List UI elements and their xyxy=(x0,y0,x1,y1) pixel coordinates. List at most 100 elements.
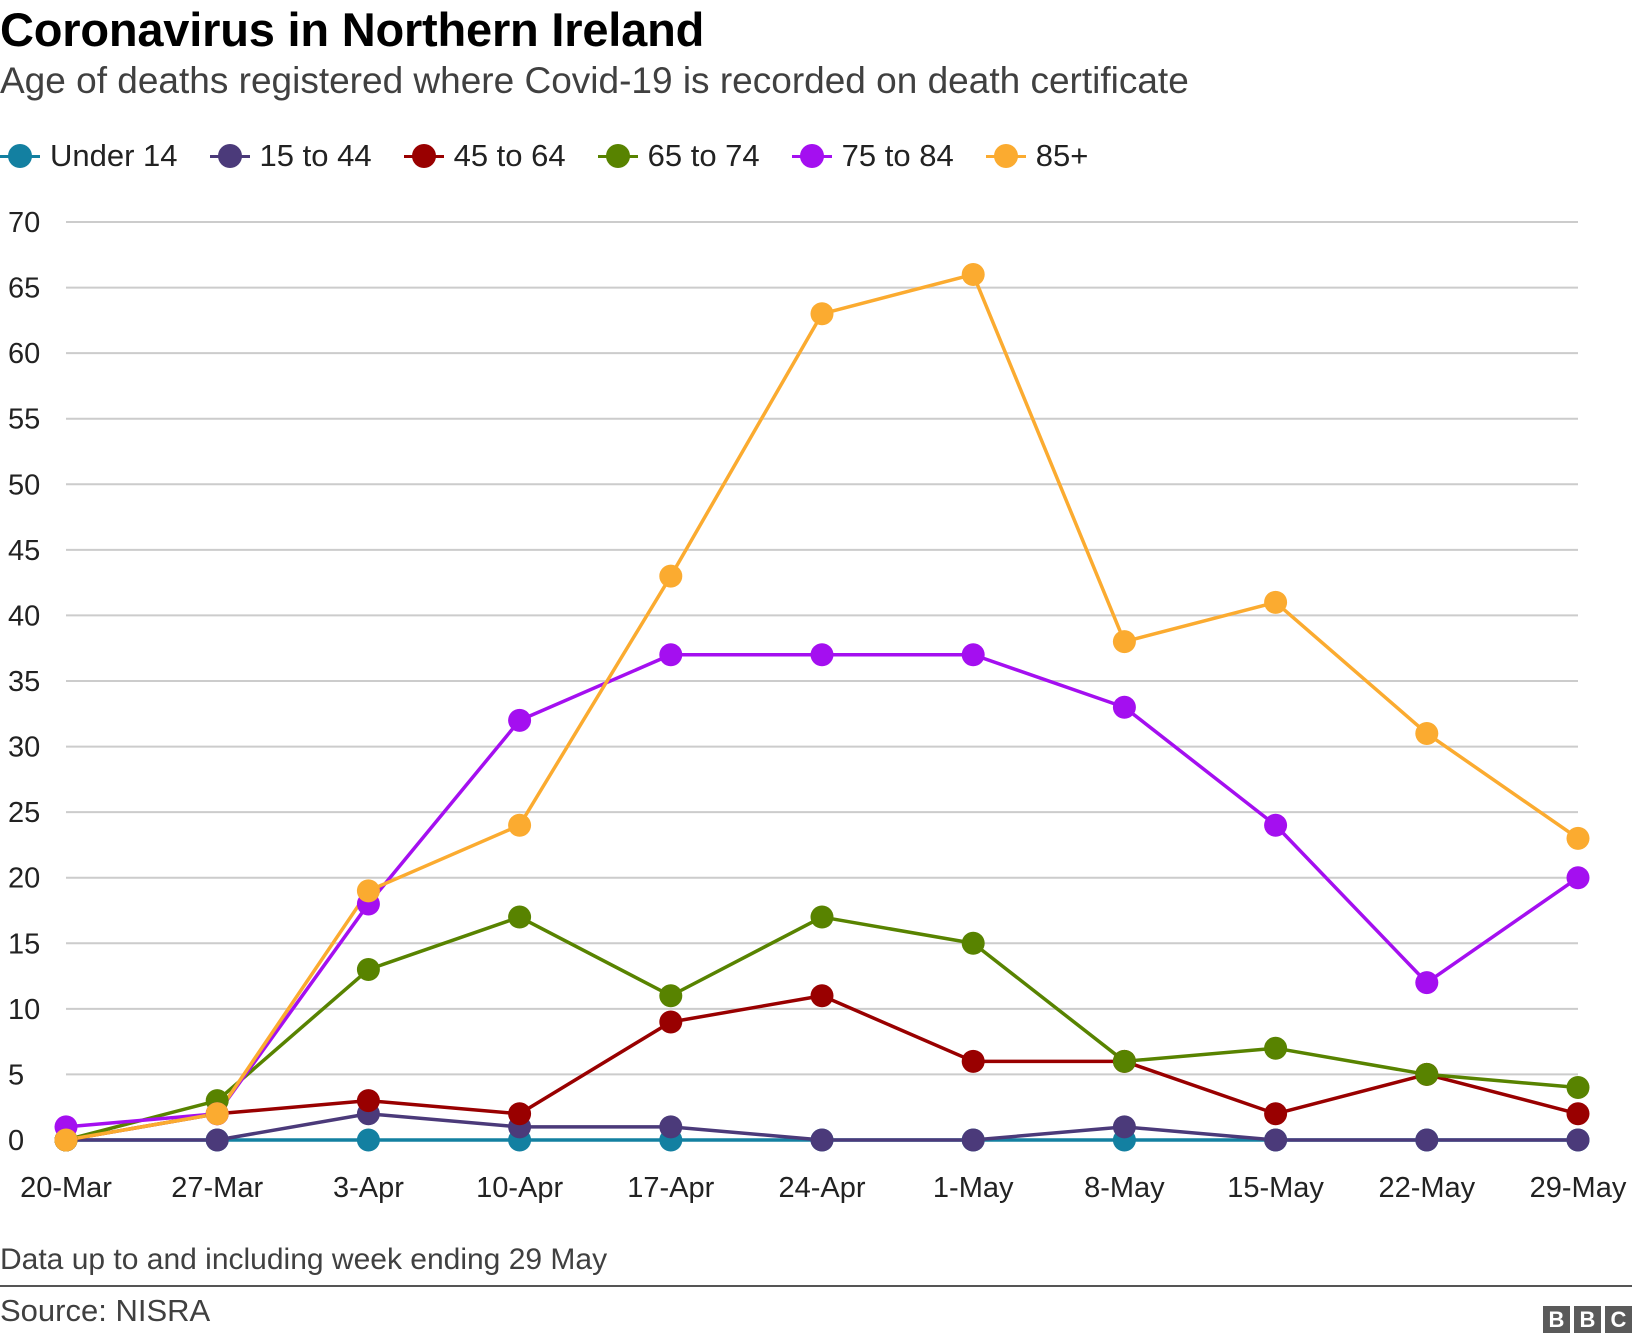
y-tick-label: 60 xyxy=(8,338,40,370)
data-point xyxy=(205,1102,229,1126)
y-tick-label: 5 xyxy=(8,1059,24,1091)
data-point xyxy=(810,302,834,326)
x-tick-label: 29-May xyxy=(1530,1172,1627,1204)
chart-note: Data up to and including week ending 29 … xyxy=(0,1243,608,1276)
y-tick-label: 0 xyxy=(8,1125,24,1157)
data-point xyxy=(1264,813,1288,837)
legend-item: 75 to 84 xyxy=(791,138,954,174)
data-point xyxy=(810,984,834,1008)
y-tick-label: 30 xyxy=(8,732,40,764)
data-point xyxy=(961,1049,985,1073)
legend-item: 15 to 44 xyxy=(209,138,372,174)
legend-label: 45 to 64 xyxy=(453,138,566,173)
legend-item: 65 to 74 xyxy=(597,138,760,174)
series-line xyxy=(65,653,1579,1129)
data-point xyxy=(1264,1036,1288,1060)
data-point xyxy=(810,905,834,929)
legend-label: 65 to 74 xyxy=(647,138,760,173)
data-point xyxy=(961,931,985,955)
x-tick-label: 17-Apr xyxy=(627,1172,714,1204)
y-tick-label: 15 xyxy=(8,928,40,960)
x-tick-label: 24-Apr xyxy=(778,1172,865,1204)
data-point xyxy=(810,1128,834,1152)
y-tick-label: 65 xyxy=(8,273,40,305)
data-point xyxy=(508,905,532,929)
y-tick-label: 20 xyxy=(8,863,40,895)
data-point xyxy=(1112,1115,1136,1139)
data-point xyxy=(1415,971,1439,995)
data-point xyxy=(810,643,834,667)
data-point xyxy=(508,708,532,732)
legend-label: 15 to 44 xyxy=(259,138,372,173)
data-point xyxy=(356,879,380,903)
data-point xyxy=(659,643,683,667)
x-tick-label: 27-Mar xyxy=(171,1172,263,1204)
bbc-logo-letter-2: B xyxy=(1574,1306,1601,1333)
data-point xyxy=(1566,1128,1590,1152)
chart-legend: Under 14 15 to 44 45 to 64 65 to 74 75 to 84… xyxy=(0,136,1120,176)
data-point xyxy=(205,1128,229,1152)
y-tick-label: 55 xyxy=(8,404,40,436)
data-point xyxy=(1112,1049,1136,1073)
legend-swatch xyxy=(791,141,832,171)
data-point xyxy=(54,1128,78,1152)
x-tick-label: 20-Mar xyxy=(20,1172,112,1204)
data-point xyxy=(961,643,985,667)
data-point xyxy=(1415,721,1439,745)
data-point xyxy=(1415,1128,1439,1152)
data-point xyxy=(1264,590,1288,614)
x-tick-label: 15-May xyxy=(1227,1172,1324,1204)
data-point xyxy=(1264,1128,1288,1152)
y-tick-label: 70 xyxy=(8,207,40,239)
chart-subtitle: Age of deaths registered where Covid-19 … xyxy=(0,60,1189,101)
x-tick-label: 3-Apr xyxy=(333,1172,404,1204)
chart-title: Coronavirus in Northern Ireland xyxy=(0,3,705,56)
data-point xyxy=(1566,1102,1590,1126)
legend-item: 85+ xyxy=(985,138,1089,174)
data-point xyxy=(356,958,380,982)
data-point xyxy=(508,1102,532,1126)
data-point xyxy=(1566,866,1590,890)
data-point xyxy=(1264,1102,1288,1126)
legend-swatch xyxy=(0,141,40,171)
data-point xyxy=(356,1089,380,1113)
bbc-logo-letter-3: C xyxy=(1605,1306,1632,1333)
bbc-logo: B B C xyxy=(1539,1306,1632,1333)
legend-label: 75 to 84 xyxy=(841,138,954,173)
data-point xyxy=(961,1128,985,1152)
data-point xyxy=(961,262,985,286)
y-tick-label: 35 xyxy=(8,666,40,698)
bbc-logo-letter-1: B xyxy=(1543,1306,1570,1333)
data-point xyxy=(659,984,683,1008)
x-tick-label: 8-May xyxy=(1084,1172,1165,1204)
data-point xyxy=(508,813,532,837)
legend-item: 45 to 64 xyxy=(403,138,566,174)
data-point xyxy=(1566,1076,1590,1100)
y-tick-label: 50 xyxy=(8,469,40,501)
series-line xyxy=(65,993,1579,1142)
legend-label: 85+ xyxy=(1035,138,1089,173)
data-point xyxy=(1112,695,1136,719)
data-point xyxy=(356,1128,380,1152)
legend-item: Under 14 xyxy=(0,138,178,174)
chart-source: Source: NISRA xyxy=(0,1293,211,1328)
y-tick-label: 45 xyxy=(8,535,40,567)
legend-swatch xyxy=(985,141,1026,171)
data-point xyxy=(659,1115,683,1139)
line-chart: 0 5 10 15 20 25 30 35 40 45 50 55 60 65 70 20-Mar 27-Mar… xyxy=(8,207,1627,1204)
y-tick-label: 10 xyxy=(8,994,40,1026)
x-tick-label: 22-May xyxy=(1378,1172,1475,1204)
legend-swatch xyxy=(209,141,250,171)
data-point xyxy=(659,1010,683,1034)
x-tick-label: 1-May xyxy=(933,1172,1014,1204)
legend-label: Under 14 xyxy=(50,138,178,173)
data-point xyxy=(1112,630,1136,654)
x-tick-label: 10-Apr xyxy=(476,1172,563,1204)
data-point xyxy=(659,564,683,588)
y-tick-label: 25 xyxy=(8,797,40,829)
data-point xyxy=(1566,826,1590,850)
y-tick-label: 40 xyxy=(8,600,40,632)
legend-swatch xyxy=(403,141,444,171)
footer-divider xyxy=(0,1285,1632,1287)
